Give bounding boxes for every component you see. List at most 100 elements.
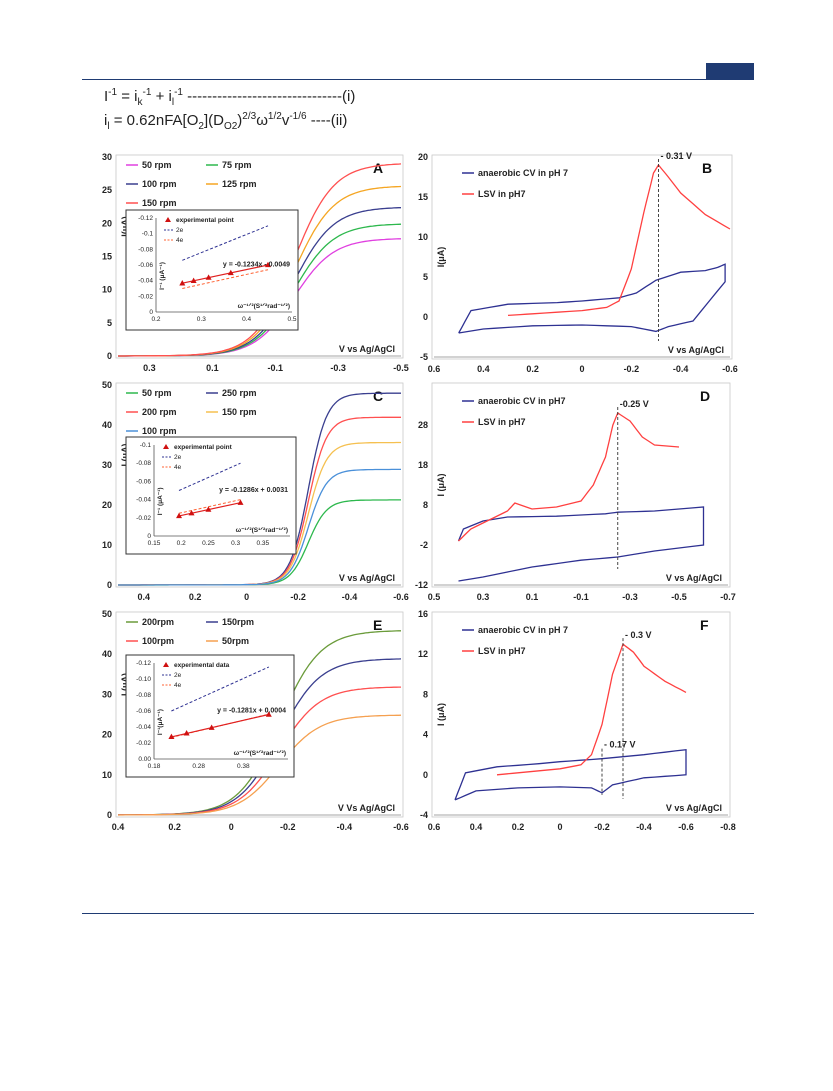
x-tick-label: -0.6 [393, 822, 409, 832]
x-axis-label: V vs Ag/AgCl [666, 573, 722, 583]
panel-a: 0.3 0.1 -0.1 -0.3 -0.5 0 5 10 15 20 25 30 A V vs Ag/A… [102, 152, 409, 373]
x-axis-label: V vs Ag/AgCl [339, 573, 395, 583]
inset-y-tick: -0.04 [136, 497, 151, 504]
inset-y-tick: -0.04 [136, 724, 151, 731]
inset-legend-marker [163, 444, 169, 449]
inset-2e-line [182, 225, 269, 261]
x-tick-label: -0.3 [330, 363, 346, 373]
y-tick-label: 30 [102, 689, 112, 699]
y-tick-label: 40 [102, 649, 112, 659]
inset-data-point [208, 724, 215, 730]
inset-data-point [176, 512, 183, 519]
x-tick-label: -0.1 [267, 363, 283, 373]
x-tick-label: 0.5 [428, 592, 441, 602]
inset-x-tick: 0.38 [237, 763, 250, 770]
legend-label: LSV in pH7 [478, 646, 526, 656]
y-tick-label: 10 [102, 540, 112, 550]
panel-letter: F [700, 617, 709, 633]
inset-x-tick: 0.18 [148, 763, 161, 770]
inset-frame [125, 436, 297, 555]
y-tick-label: 0 [107, 351, 112, 361]
inset-y-tick: 0 [149, 309, 153, 316]
inset-y-tick: -0.06 [138, 262, 153, 269]
x-tick-label: 0.4 [112, 822, 125, 832]
inset-legend-label: 2e [174, 454, 182, 461]
y-axis-label: I(μA) [120, 216, 130, 237]
inset-legend-label: 2e [176, 227, 184, 234]
inset-4e-line [178, 499, 241, 514]
inset-y-tick: -0.08 [136, 692, 151, 699]
legend-label: 50 rpm [142, 388, 172, 398]
peak-annotation: - 0.31 V [660, 151, 692, 161]
legend-label: 150 rpm [222, 407, 257, 417]
y-tick-label: 20 [102, 730, 112, 740]
header-rule [82, 79, 754, 80]
y-tick-label: 12 [418, 649, 428, 659]
panel-b: 0.6 0.4 0.2 0 -0.2 -0.4 -0.6 -5 0 5 10 15 20 B V vs Ag… [418, 151, 738, 374]
x-axis-label: V Vs Ag/AgCl [338, 803, 395, 813]
x-tick-label: -0.6 [393, 592, 409, 602]
x-tick-label: 0.2 [189, 592, 202, 602]
inset-x-tick: 0.5 [287, 316, 296, 323]
legend-label: LSV in pH7 [478, 417, 526, 427]
panel-letter: D [700, 388, 710, 404]
x-tick-label: 0.6 [428, 822, 441, 832]
legend-label: 50 rpm [142, 160, 172, 170]
inset-data-point [168, 733, 175, 740]
panel-d: 0.5 0.3 0.1 -0.1 -0.3 -0.5 -0.7 -12 -2 8 18 28 D V vs… [415, 382, 736, 602]
series-line-cv [454, 748, 687, 801]
inset-2e-line [171, 666, 270, 712]
inset-data-point [264, 261, 271, 268]
panel-e: 0.4 0.2 0 -0.2 -0.4 -0.6 0 10 20 30 40 50 E V Vs Ag/A… [102, 609, 409, 832]
x-tick-label: -0.4 [673, 364, 689, 374]
y-tick-label: 30 [102, 460, 112, 470]
panel-letter: E [373, 617, 382, 633]
inset-y-tick: -0.08 [138, 246, 153, 253]
legend-label: 100 rpm [142, 179, 177, 189]
y-axis-label: I (μA) [436, 703, 446, 726]
y-tick-label: 10 [418, 232, 428, 242]
y-tick-label: 25 [102, 185, 112, 195]
inset-y-tick: -0.08 [136, 460, 151, 467]
y-tick-label: 18 [418, 460, 428, 470]
legend-label: 250 rpm [222, 388, 257, 398]
panel-letter: A [373, 160, 383, 176]
inset-y-tick: -0.06 [136, 478, 151, 485]
x-tick-label: 0.3 [143, 363, 156, 373]
inset-equation: y = -0.1281x + 0.0004 [217, 707, 286, 714]
x-tick-label: -0.6 [722, 364, 738, 374]
x-tick-label: -0.2 [594, 822, 610, 832]
inset-data-point [237, 499, 244, 505]
y-tick-label: 50 [102, 609, 112, 619]
x-tick-label: -0.2 [290, 592, 306, 602]
series-line-lsv [458, 412, 680, 542]
inset-x-tick: 0.15 [148, 540, 161, 547]
x-tick-label: 0.2 [512, 822, 525, 832]
inset-legend-label: 2e [174, 672, 182, 679]
panel-frame [431, 611, 731, 818]
y-tick-label: 20 [418, 152, 428, 162]
y-tick-label: 5 [107, 318, 112, 328]
x-tick-label: -0.4 [342, 592, 358, 602]
legend-label: 200rpm [142, 617, 174, 627]
inset-data-point [179, 280, 186, 286]
y-tick-label: -4 [420, 810, 428, 820]
inset-data-point [265, 711, 272, 717]
legend-label: 125 rpm [222, 179, 257, 189]
inset-x-label: ω⁻¹ᐟ²(S¹ᐟ²rad⁻¹ᐟ²) [236, 526, 288, 534]
inset-x-tick: 0.4 [242, 316, 251, 323]
y-tick-label: 20 [102, 218, 112, 228]
inset-fit-line [182, 264, 269, 284]
x-tick-label: -0.5 [393, 363, 409, 373]
x-tick-label: -0.4 [337, 822, 353, 832]
inset-e: 0.18 0.28 0.38 0.00 -0.02 -0.04 -0.06 -0.08 -0.1… [125, 654, 295, 778]
x-tick-label: -0.1 [573, 592, 589, 602]
panel-frame [431, 382, 731, 588]
y-tick-label: -2 [420, 540, 428, 550]
inset-legend-marker [163, 662, 169, 667]
legend-label: 150 rpm [142, 198, 177, 208]
y-tick-label: 0 [107, 580, 112, 590]
peak-annotation-2: - 0.17 V [604, 740, 636, 750]
inset-y-tick: -0.02 [136, 740, 151, 747]
